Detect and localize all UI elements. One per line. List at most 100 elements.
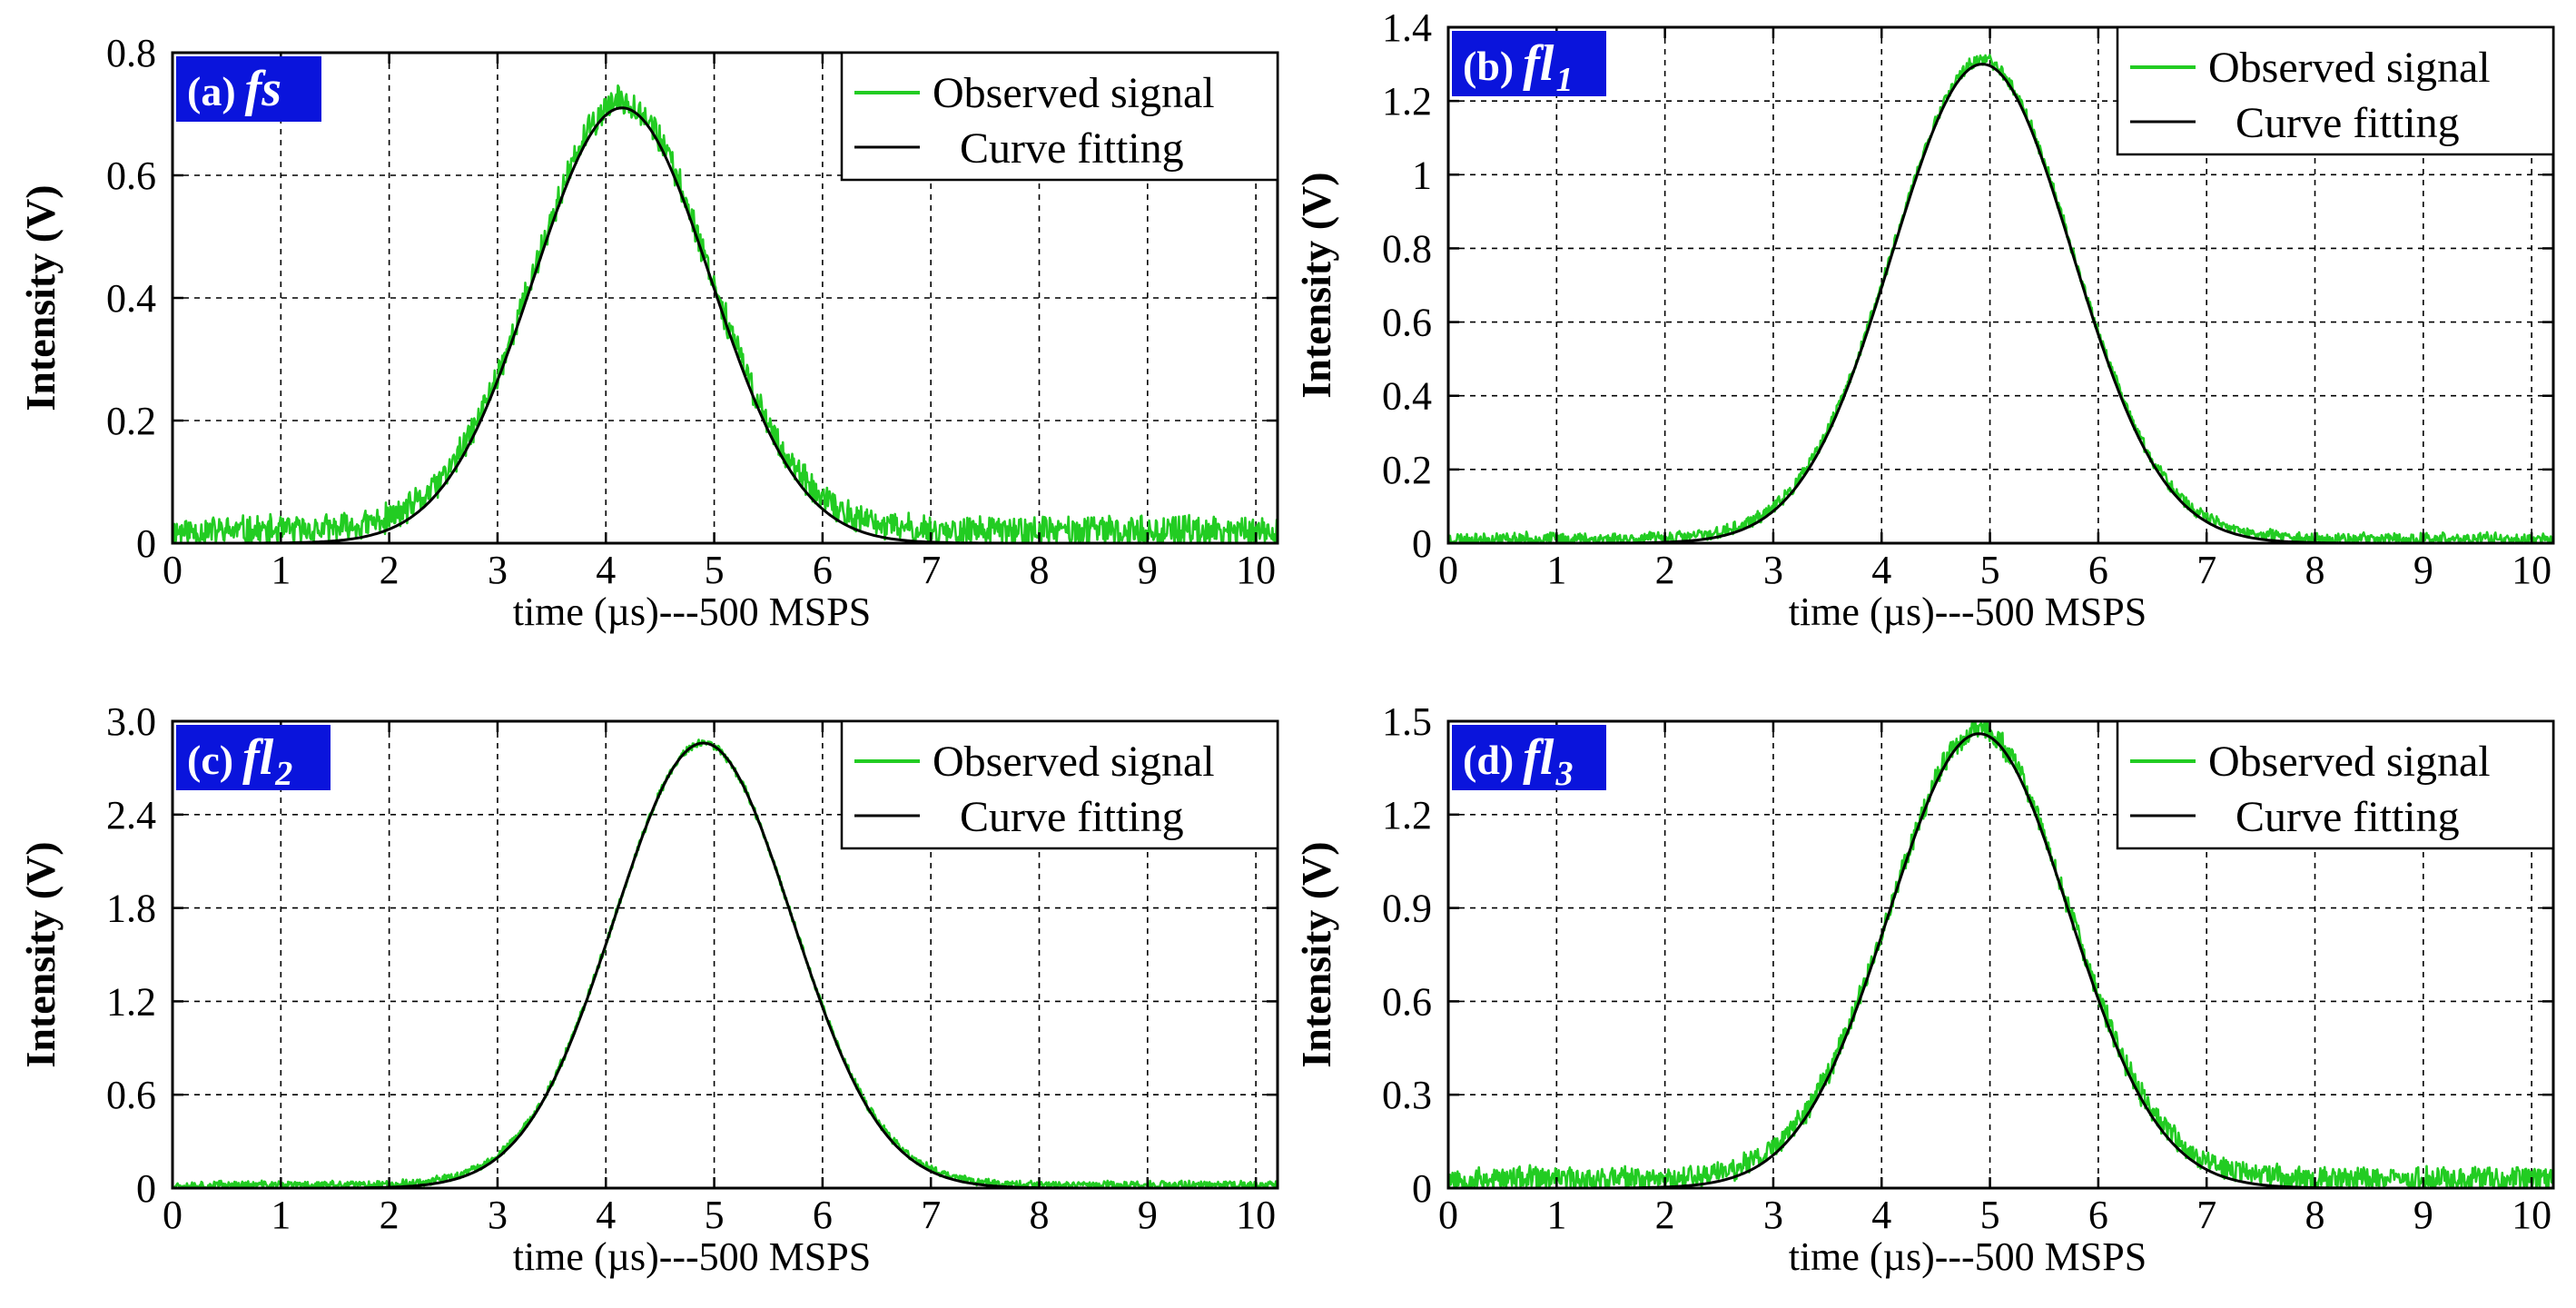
x-tick-label: 4: [596, 1193, 616, 1237]
panel-a: 0 1 2 3 4 5 6 7 8 9 10 0 0.2 0.4 0.6 0.8 time (µs)---500…: [17, 31, 1279, 634]
x-tick-label: 5: [705, 1193, 725, 1237]
x-tick-label: 10: [2512, 548, 2551, 592]
x-tick-label: 1: [1546, 548, 1566, 592]
panel-tag-subscript: 3: [1554, 755, 1573, 793]
y-tick-label: 0.8: [1382, 226, 1432, 271]
x-tick-label: 9: [2413, 548, 2433, 592]
panel-tag: (c) fl2: [176, 725, 331, 793]
x-tick-label: 7: [2196, 548, 2216, 592]
plot-frame: [171, 719, 1279, 1190]
x-tick-label: 3: [1763, 548, 1783, 592]
y-tick-label: 0.6: [1382, 979, 1432, 1024]
legend: Observed signal Curve fitting: [2116, 25, 2555, 156]
x-tick-label: 10: [1236, 548, 1276, 592]
y-tick-label: 2.4: [106, 793, 156, 837]
panel-tag-subscript: 2: [274, 755, 292, 793]
x-axis-label: time (µs)---500 MSPS: [1789, 1234, 2147, 1279]
y-axis-label: Intensity (V): [1293, 841, 1339, 1067]
panel-tag-text: (c) fl2: [187, 729, 292, 793]
y-tick-label: 1.5: [1382, 699, 1432, 744]
y-tick-label: 0.6: [1382, 301, 1432, 345]
legend-fit-label: Curve fitting: [960, 793, 1184, 841]
x-tick-label: 2: [380, 1193, 400, 1237]
legend-observed-label: Observed signal: [933, 738, 1215, 786]
x-tick-label: 9: [1138, 548, 1158, 592]
x-tick-label: 8: [1030, 548, 1050, 592]
x-tick-label: 1: [271, 548, 291, 592]
x-tick-label: 6: [813, 1193, 833, 1237]
y-axis-label: Intensity (V): [17, 184, 64, 411]
y-tick-label: 0.2: [1382, 448, 1432, 492]
panel-tag-prefix: (c): [187, 737, 233, 783]
y-tick-label: 1.8: [106, 887, 156, 931]
panel-c: 0 1 2 3 4 5 6 7 8 9 10 0 0.6 1.2 1.8 2.4 3.0 time (µs)---…: [17, 699, 1279, 1279]
x-tick-label: 0: [1438, 1193, 1458, 1237]
panel-tag-background: [176, 56, 321, 122]
x-tick-label: 10: [2512, 1193, 2551, 1237]
plot-frame: [1446, 719, 2555, 1190]
x-tick-label: 0: [163, 1193, 183, 1237]
y-tick-label: 1.2: [106, 979, 156, 1024]
y-tick-label: 1.2: [1382, 793, 1432, 837]
legend-observed-label: Observed signal: [2208, 44, 2491, 92]
x-tick-label: 2: [380, 548, 400, 592]
x-tick-label: 10: [1236, 1193, 1276, 1237]
x-tick-label: 6: [2088, 1193, 2108, 1237]
x-axis-label: time (µs)---500 MSPS: [1789, 590, 2147, 634]
x-tick-label: 5: [1980, 548, 2000, 592]
y-tick-label: 0.6: [106, 1073, 156, 1117]
series-group: [173, 84, 1278, 543]
y-tick-label: 0: [1412, 1166, 1432, 1211]
panel-tag-background: [1452, 31, 1606, 96]
legend-fit-label: Curve fitting: [2235, 793, 2460, 841]
y-tick-label: 1.4: [1382, 5, 1432, 50]
legend: Observed signal Curve fitting: [840, 51, 1279, 182]
y-tick-label: 1: [1412, 153, 1432, 197]
x-tick-label: 9: [1138, 1193, 1158, 1237]
y-tick-label: 0.8: [106, 31, 156, 75]
x-tick-label: 7: [921, 548, 941, 592]
x-tick-label: 5: [705, 548, 725, 592]
x-tick-label: 0: [163, 548, 183, 592]
panel-tag-background: [176, 725, 331, 790]
legend-box: [2116, 25, 2555, 156]
y-tick-label: 0.6: [106, 154, 156, 198]
x-axis-label: time (µs)---500 MSPS: [513, 590, 871, 634]
x-tick-label: 6: [2088, 548, 2108, 592]
x-tick-label: 8: [2305, 548, 2325, 592]
panel-tag-name: fs: [245, 61, 281, 117]
legend: Observed signal Curve fitting: [2116, 719, 2555, 850]
series-observed-signal: [1448, 721, 2553, 1188]
y-axis-label: Intensity (V): [17, 841, 64, 1067]
panel-tag-name: fl: [1523, 729, 1554, 786]
x-tick-label: 4: [1871, 548, 1891, 592]
series-observed-signal: [173, 84, 1278, 543]
panel-d: 0 1 2 3 4 5 6 7 8 9 10 0 0.3 0.6 0.9 1.2 1.5 time (µs)---…: [1293, 699, 2555, 1279]
y-tick-label: 0.2: [106, 399, 156, 443]
legend-box: [2116, 719, 2555, 850]
y-tick-label: 0.9: [1382, 887, 1432, 931]
panel-tag-text: (b) fl1: [1463, 35, 1573, 99]
y-tick-label: 1.2: [1382, 79, 1432, 124]
x-tick-label: 0: [1438, 548, 1458, 592]
x-tick-label: 9: [2413, 1193, 2433, 1237]
x-tick-label: 3: [1763, 1193, 1783, 1237]
panel-tag: (a) fs: [176, 56, 321, 122]
x-tick-label: 4: [1871, 1193, 1891, 1237]
legend-fit-label: Curve fitting: [2235, 99, 2460, 147]
panel-tag-prefix: (b): [1463, 43, 1514, 89]
panel-tag-prefix: (d): [1463, 737, 1514, 783]
panel-tag: (d) fl3: [1452, 725, 1606, 793]
x-tick-label: 3: [488, 1193, 508, 1237]
x-tick-label: 8: [1030, 1193, 1050, 1237]
panel-tag-name: fl: [1523, 35, 1554, 92]
legend-box: [840, 51, 1279, 182]
y-axis-label: Intensity (V): [1293, 172, 1339, 398]
y-tick-label: 0: [136, 521, 156, 566]
series-curve-fitting: [173, 106, 1278, 543]
x-tick-label: 1: [1546, 1193, 1566, 1237]
legend: Observed signal Curve fitting: [840, 719, 1279, 850]
x-tick-label: 5: [1980, 1193, 2000, 1237]
plot-frame: [1446, 25, 2555, 545]
